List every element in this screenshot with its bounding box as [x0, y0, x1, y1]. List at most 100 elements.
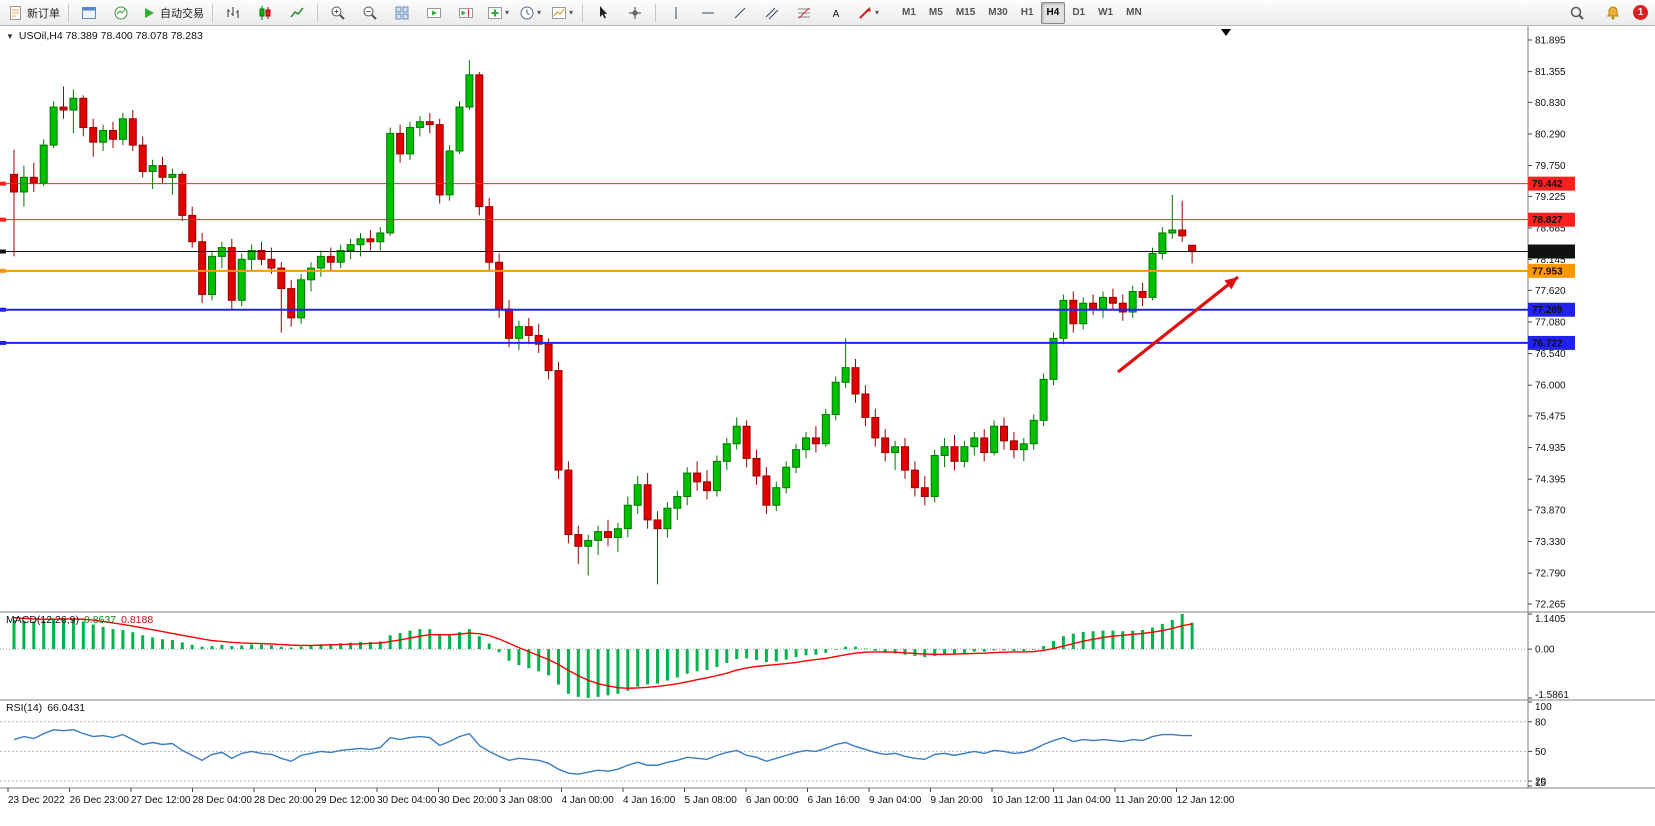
bull-candle: [831, 381, 840, 415]
bear-candle: [881, 437, 890, 454]
tile-windows-button[interactable]: [386, 1, 418, 25]
price-tag-label: 77.953: [1532, 266, 1563, 277]
bear-candle: [534, 334, 543, 345]
time-tick-label: 30 Dec 04:00: [377, 795, 437, 806]
bar-chart-button[interactable]: [217, 1, 249, 25]
bear-candle: [752, 457, 761, 477]
bull-candle: [118, 118, 127, 140]
auto-trading-button[interactable]: 自动交易: [137, 1, 208, 25]
bear-candle: [811, 437, 820, 445]
time-axis: 23 Dec 2022 26 Dec 23:00 27 Dec 12:00 28 De…: [7, 788, 1235, 806]
trend-arrow-head: [1224, 277, 1238, 290]
bull-candle: [148, 165, 157, 172]
price-tick-label: 80.830: [1535, 98, 1566, 109]
bull-candle: [792, 449, 801, 468]
auto-scroll-button[interactable]: [418, 1, 450, 25]
order-icon: [8, 5, 24, 21]
timeframe-h4[interactable]: H4: [1040, 1, 1066, 24]
macd-tick-label: -1.5861: [1535, 690, 1569, 701]
time-tick-label: 10 Jan 12:00: [992, 795, 1050, 806]
text-button[interactable]: A: [820, 1, 852, 25]
zoom-out-button[interactable]: [354, 1, 386, 25]
zoom-out-icon: [362, 5, 378, 21]
bear-candle: [1089, 302, 1098, 310]
bull-candle: [1148, 252, 1157, 298]
vline-icon: [668, 5, 684, 21]
timeframe-m1[interactable]: M1: [902, 7, 916, 18]
timeframe-mn[interactable]: MN: [1126, 7, 1142, 18]
bear-candle: [1009, 440, 1018, 451]
bear-candle: [1188, 244, 1197, 253]
bear-candle: [524, 326, 533, 336]
toolbar-buttons: 新订单 自动交易 ▾ ▾ ▾ A ▾: [4, 1, 884, 25]
bull-candle: [594, 531, 603, 541]
price-tag-label: 78.283: [1532, 247, 1563, 258]
indicators-button[interactable]: ▾: [482, 1, 514, 25]
time-tick-label: 11 Jan 04:00: [1054, 795, 1112, 806]
strategy-tester-button[interactable]: [105, 1, 137, 25]
price-level-left-marker: [0, 249, 6, 254]
templates-button[interactable]: ▾: [546, 1, 578, 25]
chart-shift-button[interactable]: [450, 1, 482, 25]
bear-candle: [485, 206, 494, 263]
bear-candle: [267, 258, 276, 269]
search-icon: [1569, 5, 1585, 21]
bear-candle: [1118, 302, 1127, 313]
arrows-button[interactable]: ▾: [852, 1, 884, 25]
timeframe-d1[interactable]: D1: [1072, 7, 1086, 18]
toolbar-separator: [655, 3, 656, 22]
vertical-line-button[interactable]: [660, 1, 692, 25]
alerts-button[interactable]: [1597, 1, 1629, 25]
price-tick-label: 75.475: [1535, 411, 1566, 422]
bear-candle: [277, 267, 286, 290]
price-tick-label: 78.685: [1535, 223, 1566, 234]
play-icon: [141, 5, 157, 21]
bull-candle: [346, 244, 355, 252]
price-tick-label: 74.395: [1535, 475, 1566, 486]
timeframe-w1[interactable]: W1: [1098, 7, 1114, 18]
bull-candle: [1099, 296, 1107, 310]
candlestick-chart-button[interactable]: [249, 1, 281, 25]
text-icon: A: [828, 5, 844, 21]
timeframe-h1[interactable]: H1: [1020, 7, 1034, 18]
timeframe-m15[interactable]: M15: [955, 7, 976, 18]
cursor-button[interactable]: [587, 1, 619, 25]
line-icon: [289, 5, 305, 21]
object-anchor-marker[interactable]: [1221, 29, 1231, 36]
crosshair-button[interactable]: [619, 1, 651, 25]
price-tick-label: 73.330: [1535, 537, 1566, 548]
search-button[interactable]: [1561, 1, 1593, 25]
bear-candle: [851, 367, 860, 395]
time-tick-label: 28 Dec 04:00: [193, 795, 253, 806]
timeframe-m5[interactable]: M5: [928, 7, 943, 18]
bear-candle: [1108, 296, 1117, 304]
rsi-line: [13, 728, 1193, 775]
charts-window-button[interactable]: [73, 1, 105, 25]
chevron-down-icon: ▾: [568, 8, 573, 17]
new-order-button[interactable]: 新订单: [4, 1, 64, 25]
rsi-tick-label: 50: [1535, 747, 1547, 758]
notification-badge[interactable]: 1: [1633, 5, 1648, 20]
line-chart-button[interactable]: [281, 1, 313, 25]
zoom-in-button[interactable]: [322, 1, 354, 25]
channel-button[interactable]: [756, 1, 788, 25]
bear-candle: [29, 176, 38, 184]
collapse-toggle-icon[interactable]: ▼: [6, 31, 14, 41]
bear-candle: [950, 446, 959, 462]
bull-candle: [376, 232, 385, 243]
toolbar: 新订单 自动交易 ▾ ▾ ▾ A ▾ M1 M5 M15 M30 H1 H4 D1 W1 MN 1: [0, 0, 1655, 26]
trend-arrow[interactable]: [1117, 275, 1239, 374]
bear-candle: [475, 74, 484, 208]
horizontal-line-button[interactable]: [692, 1, 724, 25]
chevron-down-icon: ▾: [874, 8, 879, 17]
price-tag: [1528, 263, 1575, 278]
fibonacci-button[interactable]: [788, 1, 820, 25]
bull-candle: [208, 255, 216, 295]
trendline-button[interactable]: [724, 1, 756, 25]
timeframe-m30[interactable]: M30: [988, 7, 1008, 18]
price-tick-label: 79.750: [1535, 161, 1566, 172]
hline-icon: [700, 5, 716, 21]
bear-candle: [109, 129, 117, 140]
bull-candle: [336, 250, 345, 263]
periods-button[interactable]: ▾: [514, 1, 546, 25]
